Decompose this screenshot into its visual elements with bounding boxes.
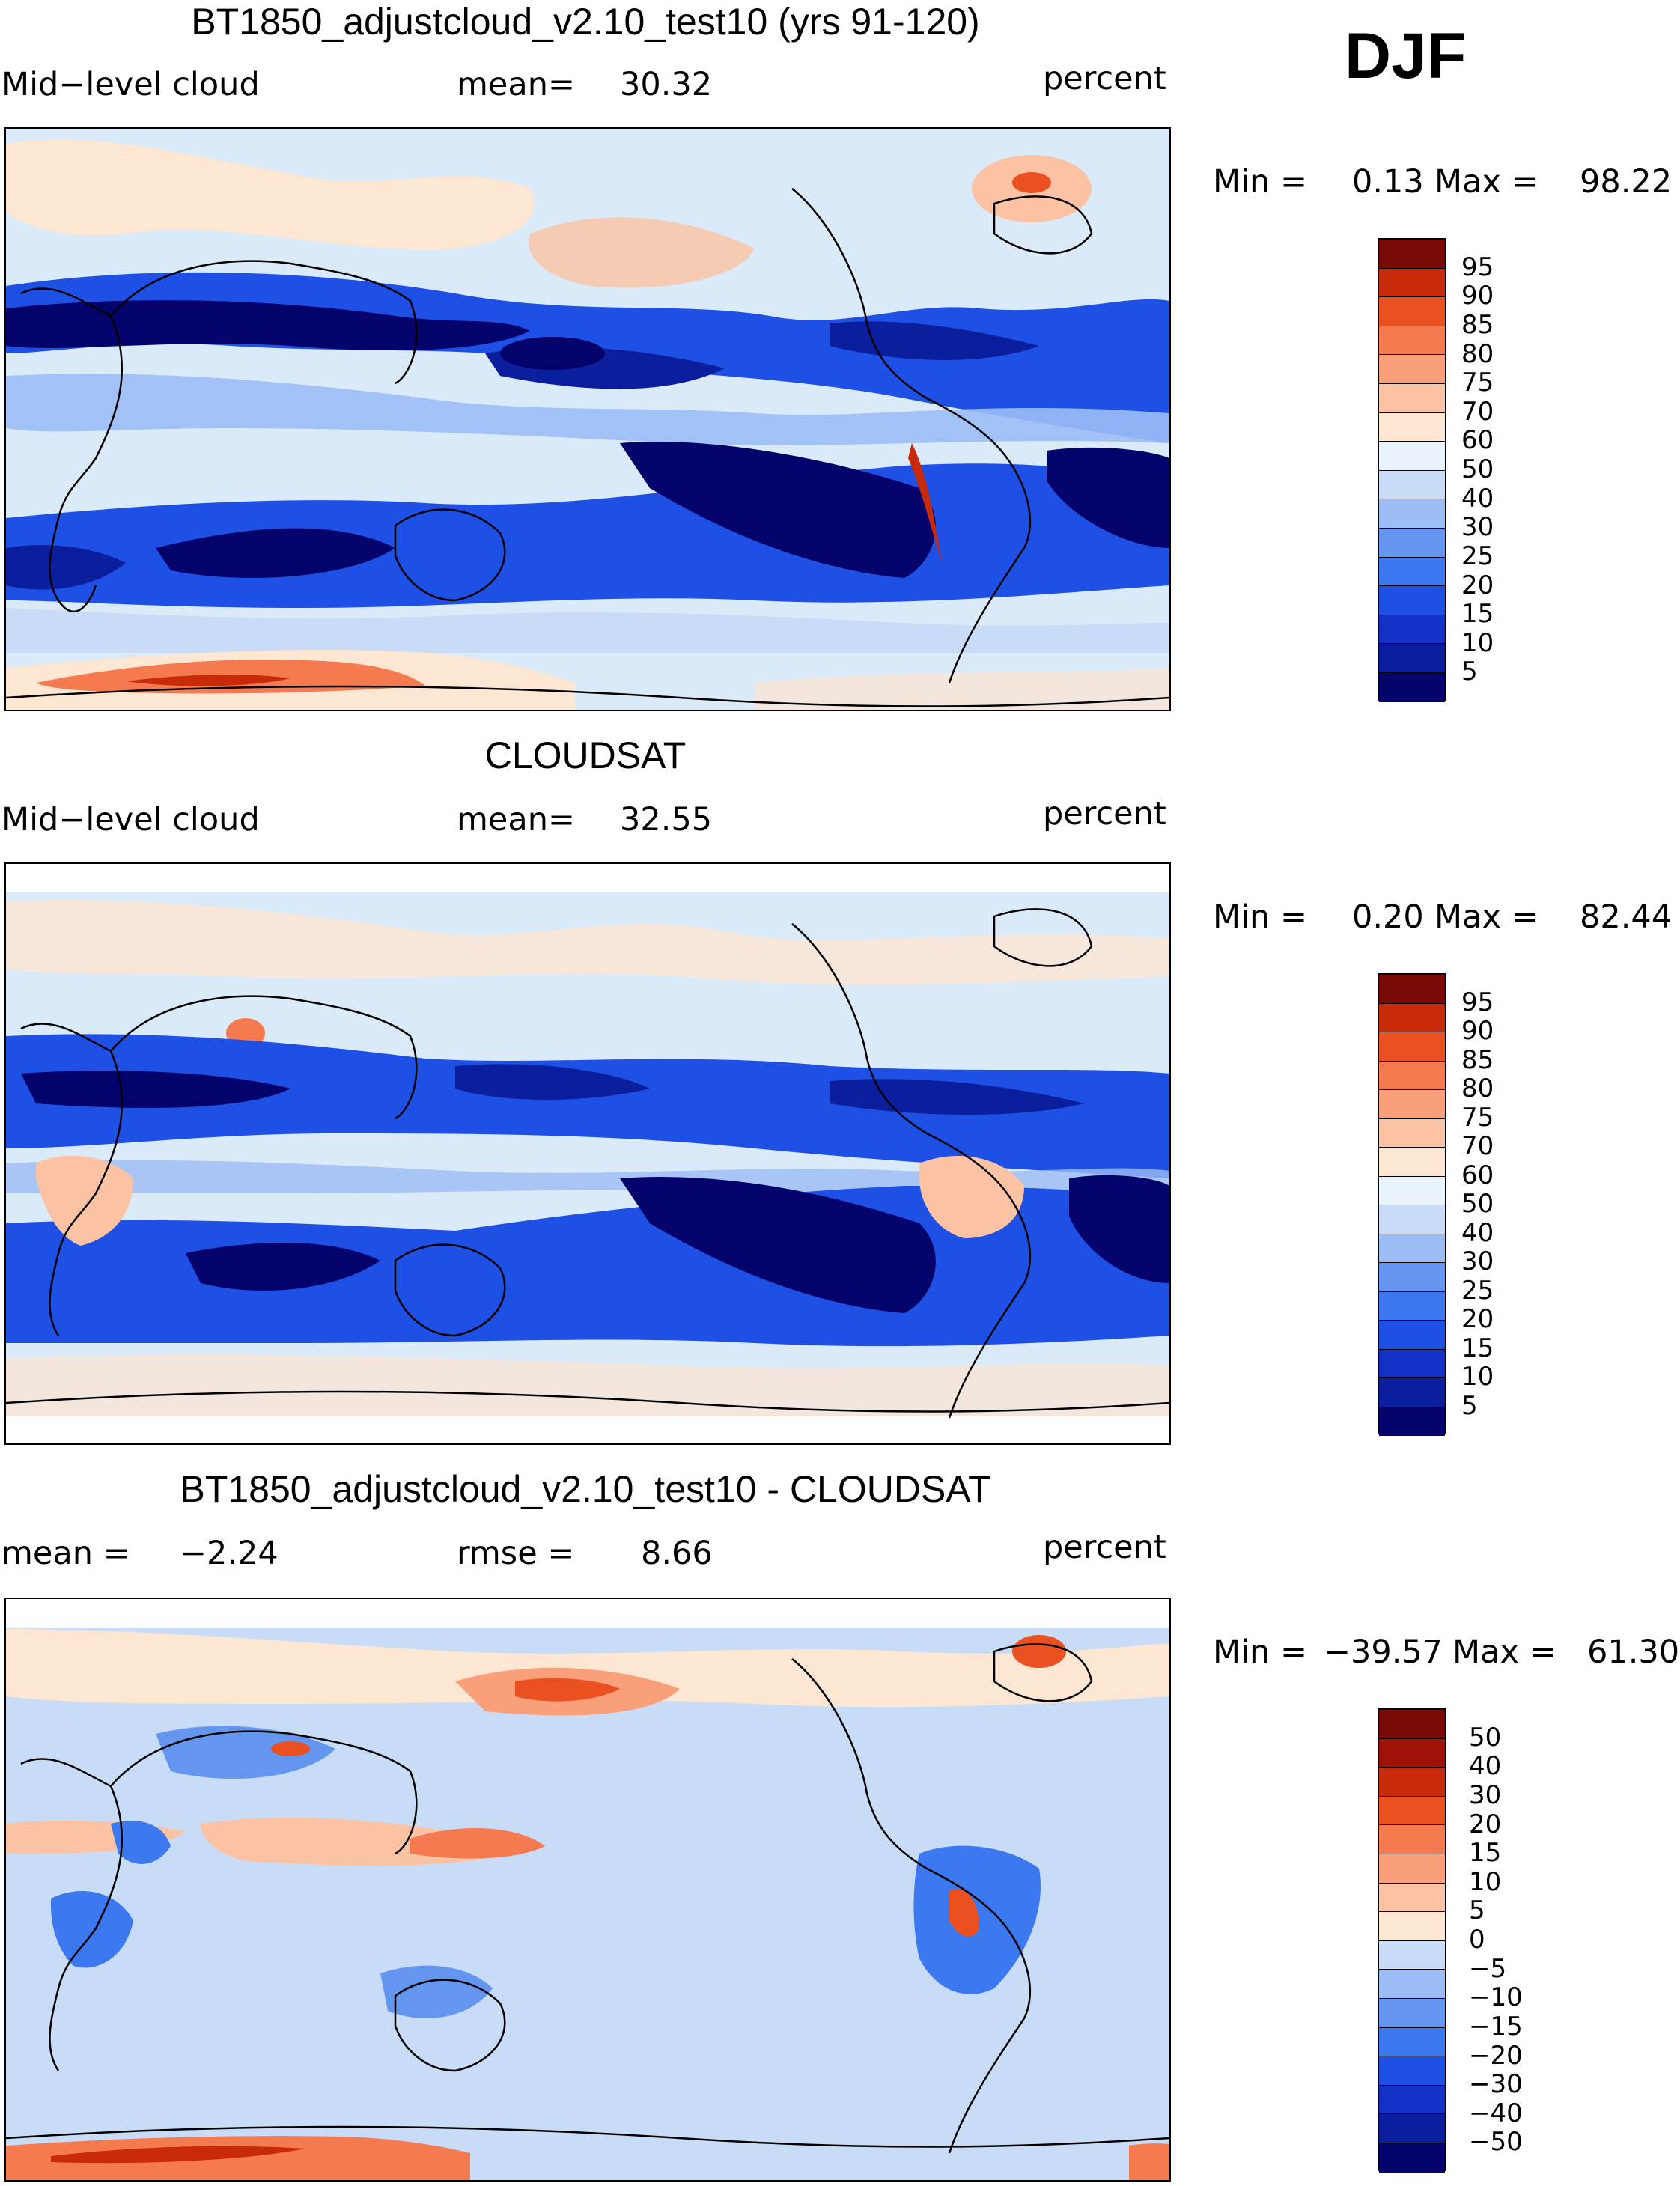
colorbar-tick-label: 75 [1461, 1102, 1494, 1133]
colorbar-tick-label: 70 [1461, 396, 1494, 427]
panel-3-colorbar [1378, 1708, 1446, 2173]
panel-3-mean-value: −2.24 [180, 1535, 279, 1572]
panel-1-max-label: Max = [1434, 163, 1539, 201]
panel-2-max-value: 82.44 [1580, 898, 1673, 936]
colorbar-tick-label: −10 [1469, 1982, 1523, 2013]
colorbar-tick-label: −15 [1469, 2011, 1523, 2042]
colorbar-tick-label: 70 [1461, 1131, 1494, 1161]
colorbar-tick-label: 5 [1469, 1896, 1485, 1926]
colorbar-tick-label: 20 [1461, 570, 1494, 600]
panel-3-max-value: 61.30 [1587, 1634, 1680, 1671]
colorbar-tick-label: −40 [1469, 2098, 1523, 2128]
panel-2-mean-value: 32.55 [620, 801, 713, 838]
colorbar-tick-label: −50 [1469, 2127, 1523, 2158]
colorbar-tick-label: 30 [1469, 1779, 1502, 1810]
colorbar-tick-label: 50 [1461, 454, 1494, 484]
colorbar-tick-label: −20 [1469, 2040, 1523, 2071]
colorbar-tick-label: 30 [1461, 1246, 1494, 1276]
panel-2-min-value: 0.20 [1352, 898, 1424, 936]
panel-1-variable-label: Mid−level cloud [1, 66, 260, 103]
colorbar-tick-label: 95 [1461, 987, 1494, 1017]
colorbar-tick-label: 20 [1469, 1809, 1502, 1839]
colorbar-tick-label: 60 [1461, 425, 1494, 456]
season-label: DJF [1345, 20, 1467, 92]
colorbar-tick-label: 40 [1469, 1751, 1502, 1782]
panel-3-mean-label: mean = [1, 1535, 130, 1572]
panel-1-units: percent [1043, 60, 1166, 97]
colorbar-tick-label: 60 [1461, 1160, 1494, 1190]
colorbar-tick-label: 85 [1461, 309, 1494, 340]
colorbar-tick-label: 15 [1469, 1838, 1502, 1869]
colorbar-tick-label: 20 [1461, 1304, 1494, 1334]
colorbar-tick-label: 15 [1461, 1333, 1494, 1363]
colorbar-tick-label: 40 [1461, 483, 1494, 514]
colorbar-tick-label: 25 [1461, 1275, 1494, 1306]
colorbar-tick-label: 95 [1461, 252, 1494, 282]
panel-2-min-label: Min = [1213, 898, 1307, 936]
panel-1-title: BT1850_adjustcloud_v2.10_test10 (yrs 91-… [191, 1, 980, 43]
colorbar-tick-label: 15 [1461, 599, 1494, 630]
panel-1-map [4, 127, 1171, 711]
panel-3-rmse-label: rmse = [457, 1535, 575, 1572]
colorbar-tick-label: 10 [1461, 627, 1494, 658]
colorbar-tick-label: 50 [1469, 1722, 1502, 1753]
panel-2-units: percent [1043, 795, 1166, 832]
colorbar-tick-label: −5 [1469, 1953, 1507, 1984]
colorbar-tick-label: 40 [1461, 1217, 1494, 1248]
panel-1-min-label: Min = [1213, 163, 1307, 201]
panel-2-colorbar [1378, 973, 1446, 1436]
colorbar-tick-label: 90 [1461, 281, 1494, 311]
panel-2-mean-label: mean= [457, 801, 575, 838]
panel-3-units: percent [1043, 1529, 1166, 1566]
colorbar-tick-label: 25 [1461, 541, 1494, 571]
colorbar-tick-label: 5 [1461, 657, 1478, 687]
colorbar-tick-label: 0 [1469, 1925, 1485, 1955]
panel-3-map [4, 1598, 1171, 2182]
panel-1-colorbar [1378, 238, 1446, 702]
colorbar-tick-label: 10 [1461, 1362, 1494, 1392]
panel-1-map-svg [6, 129, 1169, 710]
colorbar-tick-label: 85 [1461, 1044, 1494, 1075]
panel-2-map [4, 862, 1171, 1445]
colorbar-tick-label: 5 [1461, 1390, 1478, 1421]
panel-2-map-svg [6, 892, 1169, 1419]
panel-2-title: CLOUDSAT [484, 734, 687, 776]
colorbar-tick-label: 10 [1469, 1866, 1502, 1897]
panel-1-mean-value: 30.32 [620, 66, 713, 103]
panel-2-variable-label: Mid−level cloud [1, 801, 260, 838]
colorbar-tick-label: 80 [1461, 338, 1494, 369]
panel-3-rmse-value: 8.66 [641, 1535, 713, 1572]
panel-3-max-label: Max = [1452, 1634, 1556, 1671]
panel-1-mean-label: mean= [457, 66, 575, 103]
panel-1-max-value: 98.22 [1580, 163, 1673, 201]
panel-3-map-svg [6, 1628, 1169, 2180]
colorbar-tick-label: 90 [1461, 1016, 1494, 1046]
colorbar-tick-label: 30 [1461, 512, 1494, 543]
panel-3-min-value: −39.57 [1324, 1634, 1443, 1671]
colorbar-tick-label: 80 [1461, 1074, 1494, 1103]
panel-3-title: BT1850_adjustcloud_v2.10_test10 - CLOUDS… [180, 1468, 991, 1510]
colorbar-tick-label: 75 [1461, 368, 1494, 398]
colorbar-tick-label: 50 [1461, 1189, 1494, 1219]
panel-1-min-value: 0.13 [1352, 163, 1424, 201]
panel-3-min-label: Min = [1213, 1634, 1307, 1671]
panel-2-max-label: Max = [1434, 898, 1539, 936]
colorbar-tick-label: −30 [1469, 2069, 1523, 2100]
